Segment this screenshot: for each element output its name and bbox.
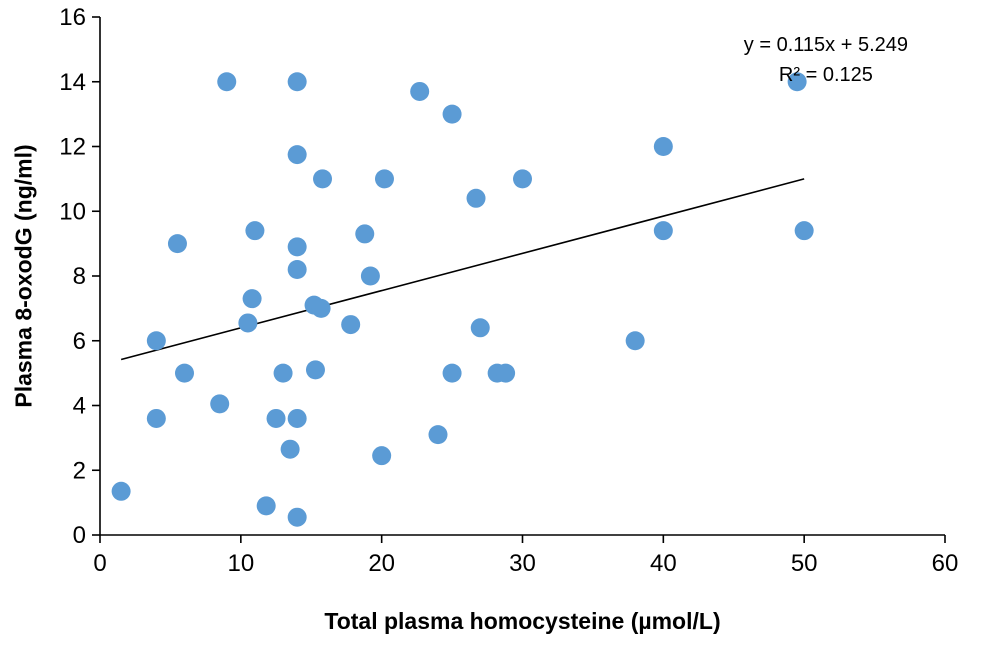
x-tick-label: 30 <box>509 550 536 577</box>
trendline <box>120 178 805 361</box>
y-tick-label: 10 <box>59 198 86 225</box>
scatter-point <box>266 408 286 428</box>
scatter-point <box>787 72 807 92</box>
scatter-point <box>311 298 331 318</box>
y-tick-label: 0 <box>73 522 86 549</box>
x-tick-label: 10 <box>227 550 254 577</box>
scatter-point <box>374 169 394 189</box>
y-tick-label: 16 <box>59 4 86 31</box>
x-axis-title: Total plasma homocysteine (µmol/L) <box>324 608 721 634</box>
scatter-point <box>238 313 258 333</box>
scatter-point <box>287 260 307 280</box>
scatter-point <box>442 363 462 383</box>
scatter-point <box>625 331 645 351</box>
y-tick-label: 6 <box>73 328 86 355</box>
scatter-point <box>256 496 276 516</box>
scatter-point <box>242 289 262 309</box>
scatter-point <box>175 363 194 383</box>
scatter-point <box>287 507 307 527</box>
scatter-point <box>273 363 293 383</box>
scatter-point <box>410 81 430 101</box>
x-tick-label: 60 <box>932 550 959 577</box>
scatter-point <box>146 331 166 351</box>
scatter-point <box>513 169 532 189</box>
scatter-point <box>287 237 307 257</box>
y-tick-label: 8 <box>73 263 86 290</box>
scatter-point <box>287 72 307 92</box>
scatter-point <box>496 363 516 383</box>
y-tick-label: 4 <box>73 393 86 420</box>
scatter-point <box>217 72 237 92</box>
scatter-point <box>466 188 486 208</box>
y-axis-title: Plasma 8-oxodG (ng/ml) <box>10 144 37 408</box>
scatter-point <box>111 481 131 501</box>
scatter-point <box>360 266 380 286</box>
scatter-point <box>280 439 300 459</box>
scatter-point <box>653 137 673 156</box>
scatter-point <box>287 145 307 165</box>
scatter-point <box>355 224 375 244</box>
scatter-point <box>210 394 230 414</box>
scatter-point <box>245 221 265 241</box>
y-tick-label: 2 <box>73 457 86 484</box>
scatter-point <box>341 315 361 335</box>
scatter-point <box>167 234 187 254</box>
scatter-point <box>794 221 814 241</box>
scatter-point <box>442 104 462 124</box>
scatter-point <box>146 408 166 428</box>
scatter-point <box>313 169 333 189</box>
y-tick-label: 12 <box>59 134 86 161</box>
r-squared-label: R² = 0.125 <box>778 64 873 86</box>
x-tick-label: 40 <box>650 550 677 577</box>
trendline-annotation: y = 0.115x + 5.249 R² = 0.125 <box>744 30 908 90</box>
scatter-point <box>372 446 392 466</box>
scatter-point <box>470 318 490 338</box>
x-tick-label: 50 <box>791 550 818 577</box>
x-tick-label: 0 <box>93 550 106 577</box>
x-tick-label: 20 <box>368 550 395 577</box>
scatter-point <box>305 360 325 380</box>
scatter-point <box>653 221 673 241</box>
y-tick-label: 14 <box>59 69 86 96</box>
trendline-equation: y = 0.115x + 5.249 <box>743 34 908 56</box>
scatter-point <box>287 408 307 428</box>
scatter-point <box>428 425 448 445</box>
